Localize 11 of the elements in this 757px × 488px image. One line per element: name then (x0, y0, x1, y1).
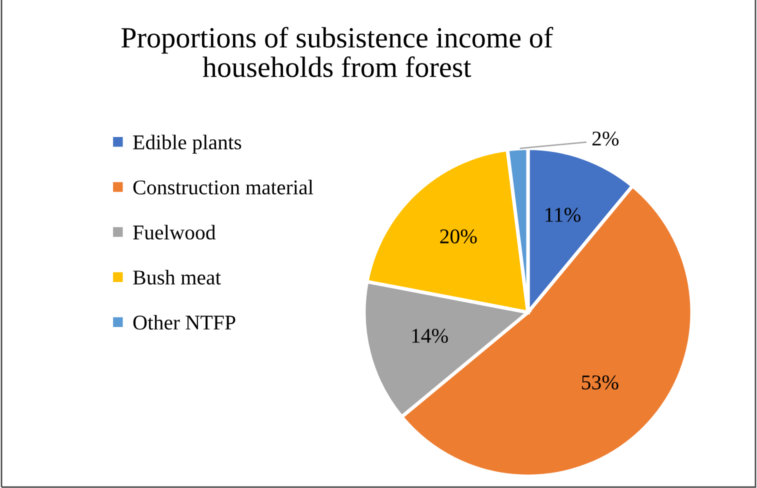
legend-label: Edible plants (133, 134, 242, 154)
legend-label: Fuelwood (133, 224, 216, 240)
legend-label: Other NTFP (133, 314, 236, 330)
chart-title: Proportions of subsistence income of households from forest (121, 26, 554, 78)
data-label: 11% (546, 208, 580, 222)
data-label: 14% (412, 328, 448, 343)
data-label: 20% (440, 229, 477, 244)
data-label: 53% (582, 375, 618, 390)
legend-label: Bush meat (133, 270, 221, 285)
data-label: 2% (592, 132, 619, 146)
legend-label: Construction material (133, 180, 314, 194)
